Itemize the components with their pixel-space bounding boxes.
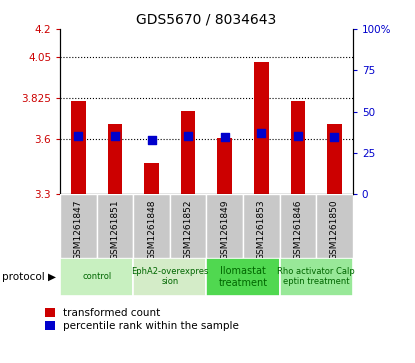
Bar (60, 258, 133, 296)
Point (112, 134, 118, 139)
Bar (316, 194, 353, 258)
Title: GDS5670 / 8034643: GDS5670 / 8034643 (137, 12, 276, 26)
Bar (170, 194, 206, 258)
Bar (243, 194, 280, 258)
Bar (280, 194, 316, 258)
Bar (290, 101, 305, 194)
Point (295, 134, 301, 139)
Text: GSM1261846: GSM1261846 (293, 199, 303, 260)
Text: GSM1261848: GSM1261848 (147, 199, 156, 260)
Bar (181, 111, 195, 194)
Point (331, 134, 338, 140)
Bar (254, 62, 269, 194)
Text: GSM1261847: GSM1261847 (74, 199, 83, 260)
Text: Rho activator Calp
eptin treatment: Rho activator Calp eptin treatment (277, 267, 355, 286)
Point (75, 134, 82, 139)
Bar (144, 163, 159, 194)
Point (222, 134, 228, 140)
Bar (97, 194, 133, 258)
Bar (133, 194, 170, 258)
Bar (207, 258, 280, 296)
Point (258, 130, 265, 136)
Bar (71, 101, 86, 194)
Text: EphA2-overexpres
sion: EphA2-overexpres sion (131, 267, 209, 286)
Text: GSM1261853: GSM1261853 (257, 199, 266, 260)
Bar (133, 258, 207, 296)
Text: GSM1261851: GSM1261851 (110, 199, 120, 260)
Bar (207, 194, 243, 258)
Text: protocol ▶: protocol ▶ (2, 272, 56, 282)
Text: GSM1261850: GSM1261850 (330, 199, 339, 260)
Point (185, 134, 191, 139)
Text: Ilomastat
treatment: Ilomastat treatment (218, 266, 268, 287)
Legend: transformed count, percentile rank within the sample: transformed count, percentile rank withi… (45, 308, 239, 331)
Bar (60, 194, 97, 258)
Text: GSM1261852: GSM1261852 (184, 199, 193, 260)
Point (148, 138, 155, 143)
Bar (280, 258, 353, 296)
Bar (108, 125, 122, 194)
Bar (217, 138, 232, 194)
Text: control: control (82, 272, 111, 281)
Bar (327, 125, 342, 194)
Text: GSM1261849: GSM1261849 (220, 199, 229, 260)
